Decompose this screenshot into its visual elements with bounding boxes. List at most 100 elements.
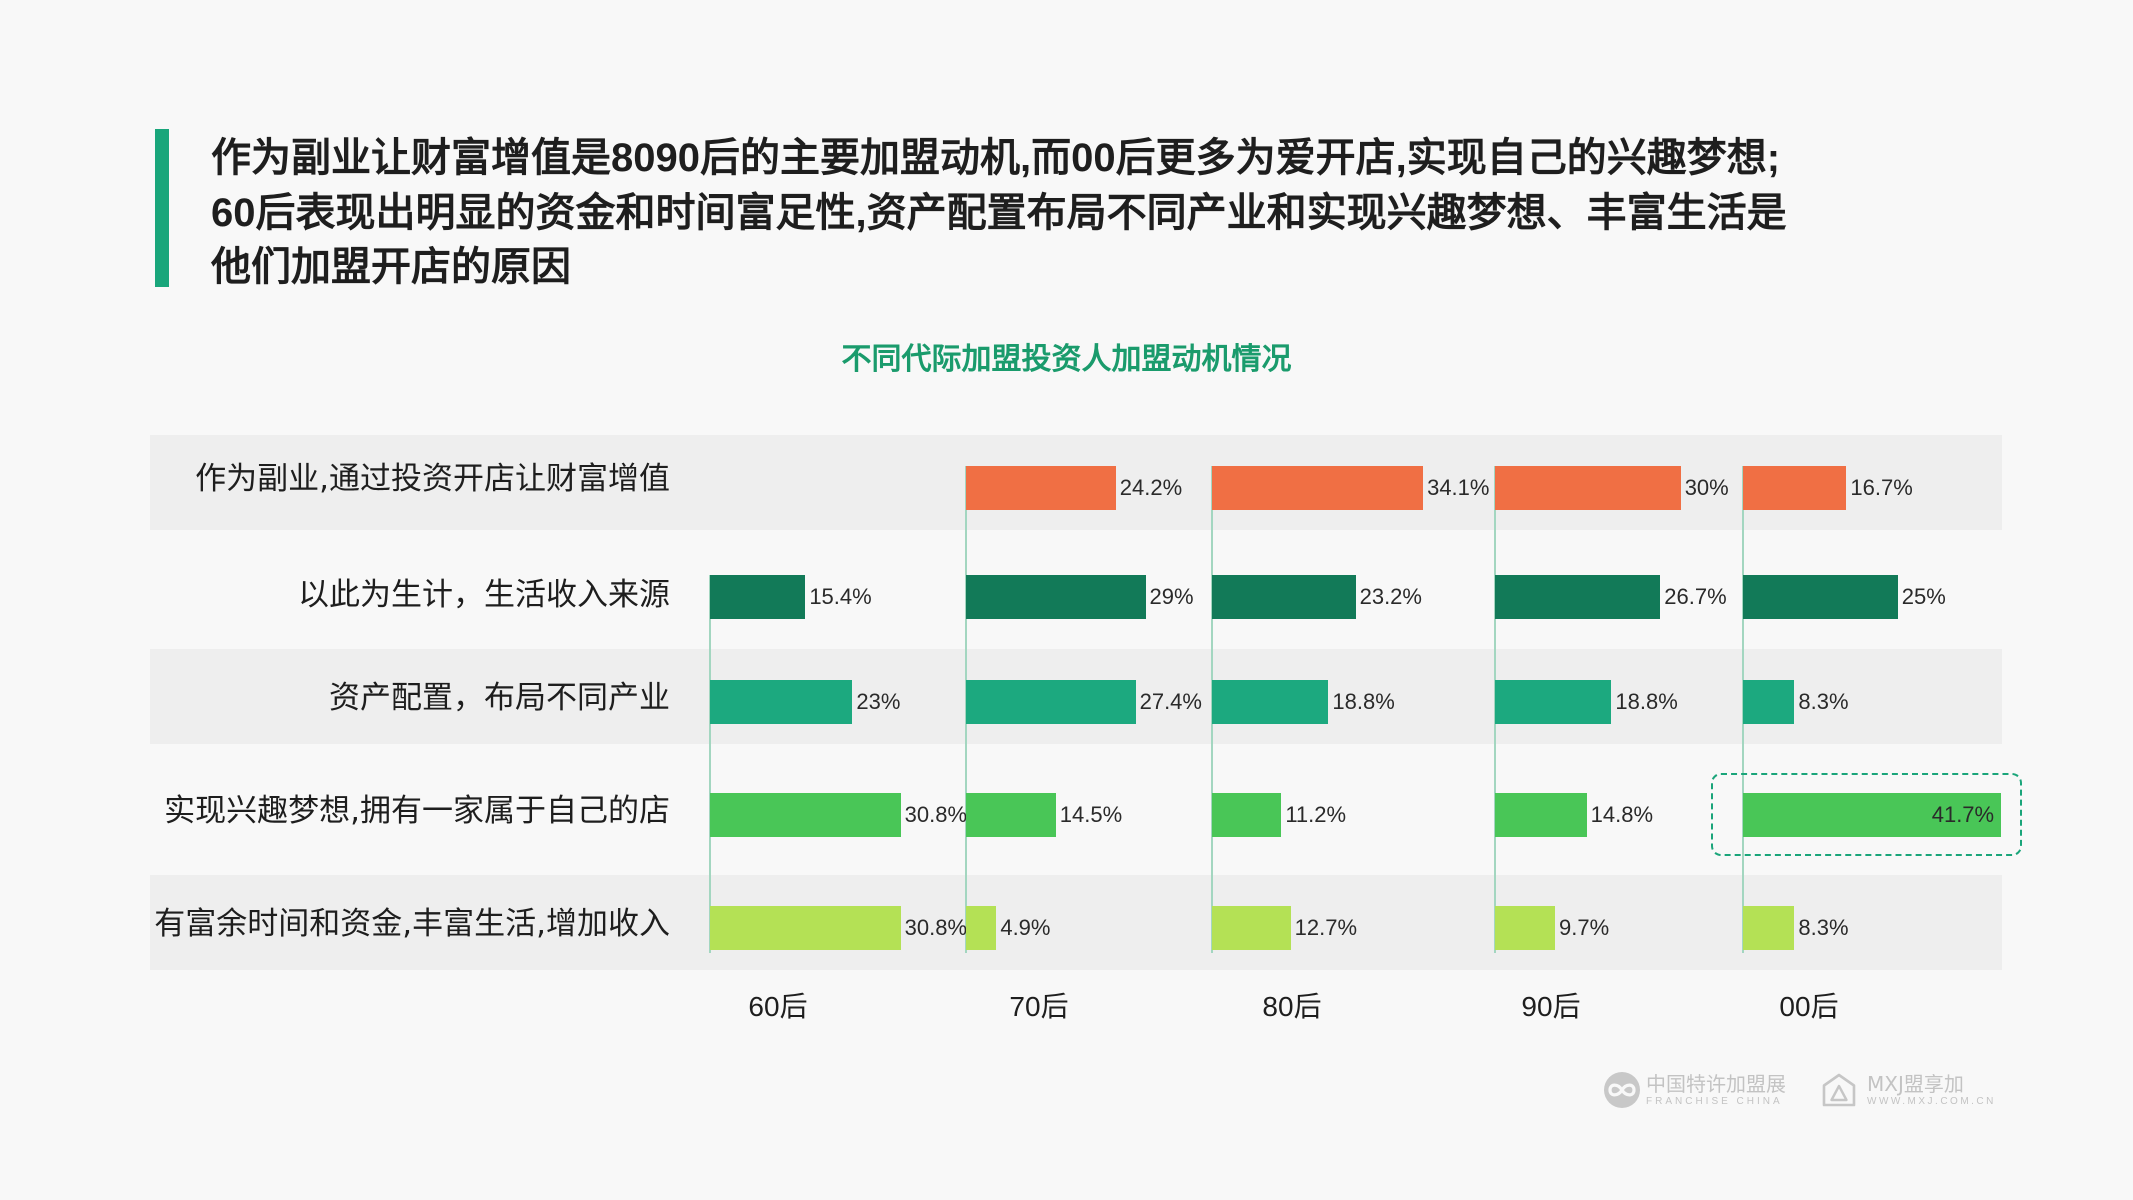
value-unit: % — [1707, 584, 1727, 609]
bar — [1743, 680, 1795, 724]
bar — [710, 793, 901, 837]
group-label: 00后 — [1779, 991, 1839, 1022]
value-unit: % — [1402, 584, 1422, 609]
headline: 作为副业让财富增值是8090后的主要加盟动机,而00后更多为爱开店,实现自己的兴… — [211, 131, 1787, 295]
value-number: 23.2 — [1359, 584, 1403, 609]
value-unit: % — [1828, 915, 1849, 940]
value-unit: % — [880, 689, 901, 714]
bar — [1212, 575, 1356, 619]
value-label: 15.4% — [809, 582, 871, 612]
value-number: 8.3 — [1798, 915, 1829, 940]
group-label: 90后 — [1521, 991, 1581, 1022]
category-label: 资产配置，布局不同产业 — [329, 680, 670, 716]
value-number: 14.5 — [1059, 802, 1103, 827]
value-number: 41.7 — [1931, 802, 1975, 827]
value-label: 30.8% — [905, 800, 967, 830]
bar — [966, 906, 997, 950]
mxj-logo-name: MXJ盟享加 — [1867, 1072, 1964, 1096]
bar — [966, 466, 1116, 510]
category-label: 有富余时间和资金,丰富生活,增加收入 — [154, 906, 670, 942]
value-label: 16.7% — [1850, 473, 1912, 503]
bar — [1495, 906, 1556, 950]
value-unit: % — [1589, 915, 1610, 940]
franchise-china-emblem-icon — [1604, 1072, 1640, 1108]
category-label: 作为副业,通过投资开店让财富增值 — [195, 461, 670, 497]
bar — [1212, 906, 1291, 950]
value-number: 30.8 — [904, 915, 948, 940]
category-label: 以此为生计，生活收入来源 — [298, 577, 670, 613]
value-number: 16.7 — [1850, 475, 1894, 500]
row-band — [150, 875, 2002, 970]
value-unit: % — [1102, 802, 1123, 827]
bar — [1495, 575, 1661, 619]
value-label: 14.8% — [1591, 800, 1653, 830]
value-label: 12.7% — [1295, 913, 1357, 943]
value-label: 11.2% — [1285, 800, 1346, 830]
value-unit: % — [852, 584, 872, 609]
value-unit: % — [1709, 475, 1729, 500]
value-label: 25% — [1902, 582, 1946, 612]
group-baseline — [709, 575, 711, 953]
value-unit: % — [1974, 802, 1995, 827]
value-number: 8.3 — [1798, 689, 1829, 714]
franchise-china-logo-name: 中国特许加盟展 — [1646, 1072, 1786, 1096]
bar — [966, 575, 1146, 619]
value-number: 24.2 — [1119, 475, 1163, 500]
headline-line: 他们加盟开店的原因 — [211, 245, 571, 289]
bar — [1743, 793, 2002, 837]
value-label: 26.7% — [1664, 582, 1726, 612]
value-number: 30 — [1684, 475, 1710, 500]
value-label: 23% — [856, 687, 900, 717]
value-label: 27.4% — [1140, 687, 1202, 717]
bar — [1212, 793, 1282, 837]
value-label: 18.8% — [1615, 687, 1677, 717]
bar — [966, 793, 1056, 837]
mxj-house-icon — [1822, 1073, 1856, 1107]
value-unit: % — [1182, 689, 1202, 714]
value-label: 9.7% — [1559, 913, 1609, 943]
value-number: 26.7 — [1664, 584, 1708, 609]
bar — [1743, 466, 1847, 510]
value-label: 8.3% — [1798, 687, 1848, 717]
accent-bar — [155, 129, 169, 287]
value-label: 30% — [1685, 473, 1729, 503]
value-number: 12.7 — [1294, 915, 1338, 940]
value-label: 14.5% — [1060, 800, 1122, 830]
headline-line: 作为副业让财富增值是8090后的主要加盟动机,而00后更多为爱开店,实现自己的兴… — [211, 136, 1781, 180]
value-number: 27.4 — [1139, 689, 1183, 714]
bar — [1743, 575, 1898, 619]
value-number: 30.8 — [904, 802, 948, 827]
value-label: 34.1% — [1427, 473, 1489, 503]
value-number: 34.1 — [1427, 475, 1470, 500]
bar — [1495, 466, 1681, 510]
headline-line: 60后表现出明显的资金和时间富足性,资产配置布局不同产业和实现兴趣梦想、丰富生活… — [211, 190, 1787, 235]
value-unit: % — [1828, 689, 1849, 714]
value-label: 23.2% — [1360, 582, 1422, 612]
value-label: 4.9% — [1000, 913, 1050, 943]
bar — [966, 680, 1136, 724]
bar — [710, 680, 853, 724]
value-number: 25 — [1901, 584, 1927, 609]
value-label: 41.7% — [1932, 800, 1994, 830]
value-label: 29% — [1150, 582, 1194, 612]
bar — [710, 906, 901, 950]
highlight-box — [1711, 773, 2023, 856]
chart-title: 不同代际加盟投资人加盟动机情况 — [841, 343, 1292, 376]
value-unit: % — [1893, 475, 1913, 500]
value-label: 8.3% — [1798, 913, 1848, 943]
value-number: 18.8 — [1615, 689, 1659, 714]
value-unit: % — [1173, 584, 1194, 609]
value-label: 24.2% — [1120, 473, 1182, 503]
value-unit: % — [1658, 689, 1678, 714]
franchise-china-logo-subtitle: FRANCHISE CHINA — [1646, 1096, 1783, 1107]
mxj-logo-subtitle: WWW.MXJ.COM.CN — [1867, 1096, 1996, 1107]
value-unit: % — [1337, 915, 1357, 940]
value-number: 29 — [1149, 584, 1174, 609]
bar — [1743, 906, 1795, 950]
value-unit: % — [1030, 915, 1051, 940]
value-number: 14.8 — [1590, 802, 1634, 827]
value-unit: % — [1375, 689, 1395, 714]
group-label: 70后 — [1009, 991, 1069, 1022]
